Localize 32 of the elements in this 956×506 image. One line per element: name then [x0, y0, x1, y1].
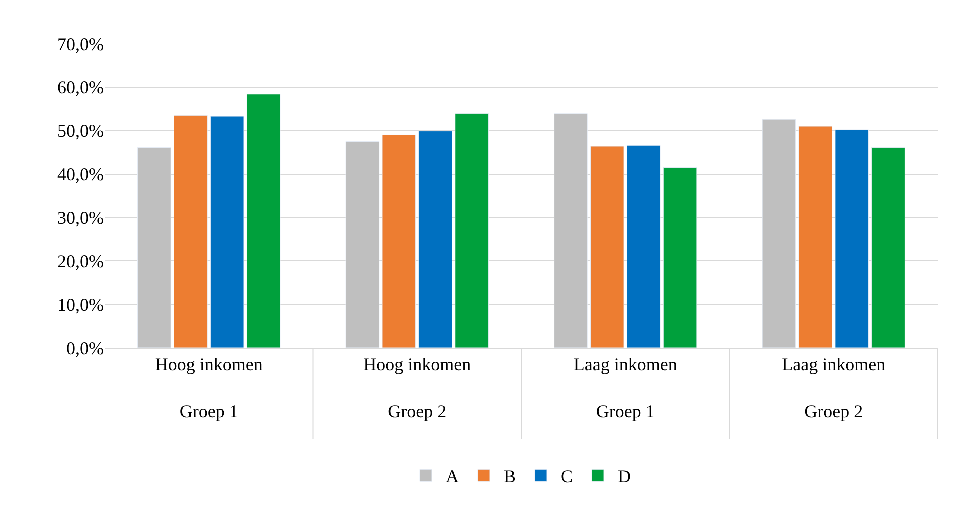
- y-tick-label: 40,0%: [58, 164, 104, 185]
- bar: [246, 94, 281, 348]
- category-label: Laag inkomen Groep 2: [782, 354, 886, 422]
- y-tick-label: 0,0%: [66, 338, 104, 358]
- bar: [210, 116, 244, 348]
- bar: [798, 126, 833, 348]
- bar: [590, 146, 624, 348]
- bar: [762, 119, 796, 348]
- bar: [138, 148, 172, 348]
- bar: [835, 130, 870, 348]
- y-tick-label: 30,0%: [58, 208, 104, 228]
- y-tick-label: 70,0%: [58, 34, 104, 54]
- category-label: Laag inkomen Groep 1: [574, 354, 678, 422]
- legend-label: B: [504, 466, 516, 487]
- bar: [174, 115, 208, 348]
- bar: [455, 114, 489, 348]
- category-label: Hoog inkomen Groep 2: [364, 354, 472, 422]
- bar: [382, 134, 416, 348]
- bar: [663, 168, 698, 348]
- legend-label: A: [446, 466, 459, 487]
- y-tick-label: 10,0%: [58, 294, 104, 315]
- legend-label: C: [561, 466, 574, 487]
- y-tick-label: 60,0%: [58, 78, 104, 98]
- legend-label: D: [618, 466, 632, 487]
- y-tick-label: 20,0%: [58, 251, 104, 272]
- bar: [418, 131, 453, 348]
- bar: [626, 145, 661, 348]
- category-label: Hoog inkomen Groep 1: [155, 354, 263, 422]
- bar: [872, 148, 906, 348]
- bar: [346, 141, 380, 348]
- bar: [554, 114, 588, 348]
- y-tick-label: 50,0%: [58, 121, 104, 142]
